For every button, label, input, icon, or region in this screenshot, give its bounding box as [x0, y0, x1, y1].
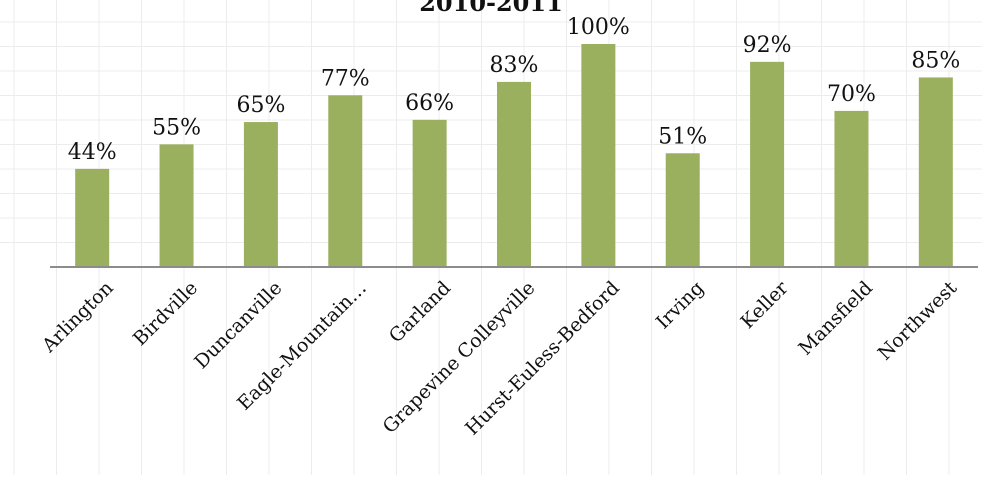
- x-tick-label: Birdville: [129, 277, 202, 350]
- x-tick-label: Garland: [385, 277, 455, 347]
- bar-birdville: [159, 144, 194, 267]
- data-label: 51%: [658, 124, 707, 149]
- data-label: 55%: [152, 115, 201, 140]
- x-tick-label: Arlington: [37, 277, 117, 357]
- data-label: 44%: [68, 140, 117, 165]
- data-label: 65%: [236, 93, 285, 118]
- data-label: 77%: [321, 66, 370, 91]
- x-tick-label: Grapevine Colleyville: [379, 277, 540, 438]
- data-label: 92%: [743, 33, 792, 58]
- data-label: 66%: [405, 91, 454, 116]
- data-label: 100%: [567, 15, 630, 40]
- chart-title: 2010-2011: [419, 0, 563, 17]
- data-labels: 44% 55% 65% 77% 66% 83% 100% 51% 92% 70% 85%: [68, 15, 961, 165]
- bar-irving: [665, 153, 700, 267]
- x-tick-label: Keller: [736, 276, 793, 333]
- x-tick-label: Irving: [652, 277, 708, 333]
- bar-northwest: [918, 77, 953, 267]
- bar-duncanville: [243, 122, 278, 267]
- x-tick-labels: Arlington BirdvilleDuncanvilleEagle-Mount…: [37, 276, 961, 439]
- bar-hurst-euless-bedford: [581, 44, 616, 267]
- data-label: 83%: [490, 53, 539, 78]
- x-tick-label: Mansfield: [794, 277, 877, 360]
- bar-keller: [750, 61, 785, 268]
- bar-arlington: [75, 168, 110, 267]
- bars: [75, 44, 953, 268]
- data-label: 70%: [827, 82, 876, 107]
- bar-eagle-mountain: [328, 95, 363, 267]
- x-tick-label: Northwest: [874, 277, 962, 365]
- x-tick-label: Hurst-Euless-Bedford: [461, 277, 624, 440]
- bar-mansfield: [834, 110, 869, 268]
- data-label: 85%: [911, 48, 960, 73]
- x-tick-label: Duncanville: [190, 277, 286, 373]
- bar-garland: [412, 119, 447, 267]
- bar-grapevine-colleyville: [497, 81, 531, 267]
